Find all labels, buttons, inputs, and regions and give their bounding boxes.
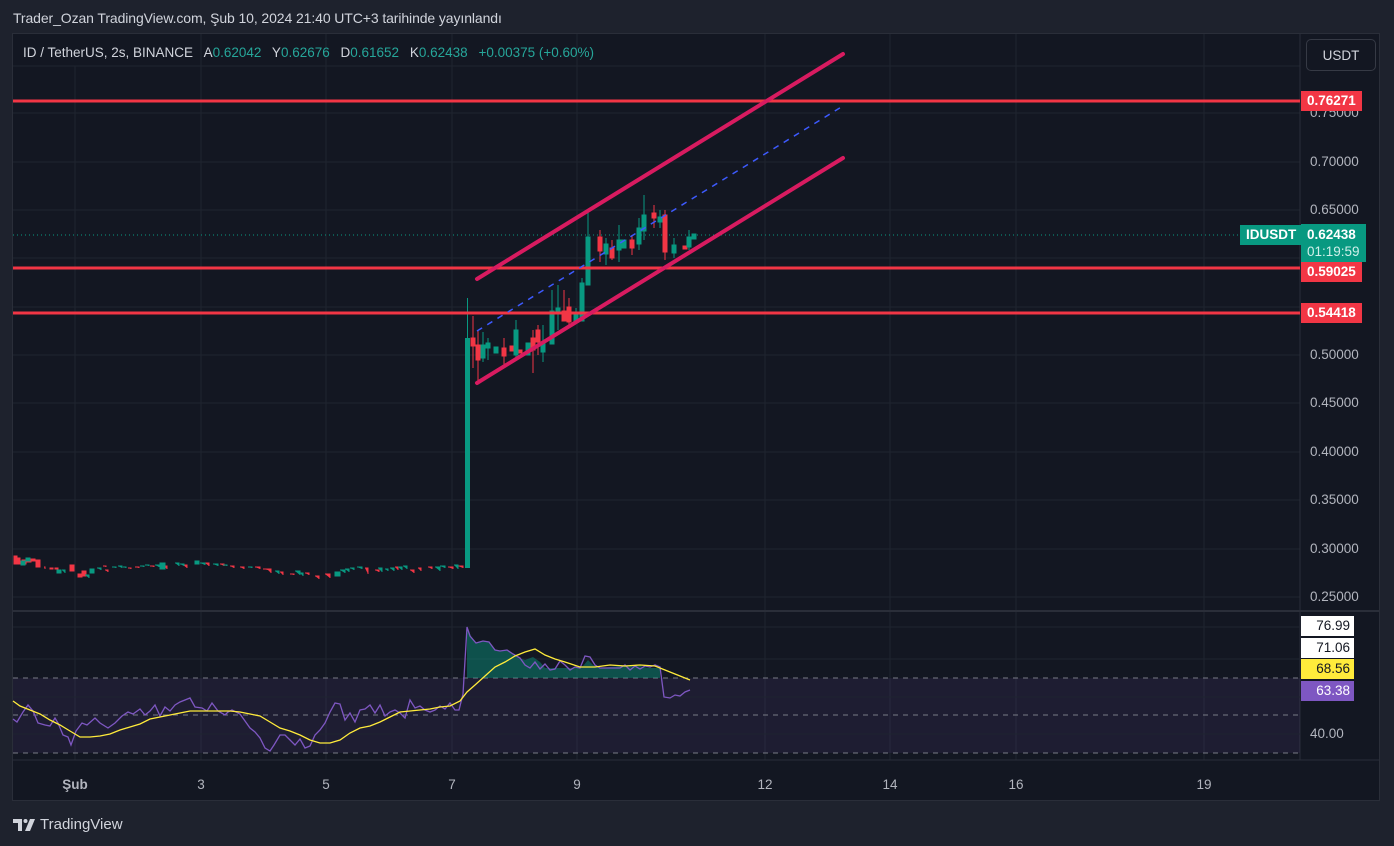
close-value: 0.62438 xyxy=(418,45,468,60)
candles-flat xyxy=(13,555,464,579)
level-tag-0.76271: 0.76271 xyxy=(1301,91,1362,111)
candles-channel xyxy=(470,195,697,384)
price-tick: 0.50000 xyxy=(1310,347,1359,362)
price-tick: 0.70000 xyxy=(1310,154,1359,169)
bar-countdown: 01:19:59 xyxy=(1307,244,1360,259)
price-tick: 0.30000 xyxy=(1310,541,1359,556)
change-value: +0.00375 (+0.60%) xyxy=(478,45,595,60)
time-label: 3 xyxy=(197,777,205,792)
close-label: K xyxy=(409,45,419,60)
time-label: 14 xyxy=(882,777,898,792)
rsi-tag-upper: 76.99 xyxy=(1301,616,1354,636)
tradingview-logo[interactable]: TradingView xyxy=(13,816,123,833)
low-label: D xyxy=(340,45,351,60)
currency-button[interactable]: USDT xyxy=(1306,39,1376,71)
rsi-ma-tag: 68.56 xyxy=(1301,659,1354,679)
level-tag-0.54418: 0.54418 xyxy=(1301,303,1362,323)
price-tick: 0.25000 xyxy=(1310,589,1359,604)
symbol-name: ID / TetherUS, 2s, BINANCE xyxy=(23,45,194,60)
price-tick: 0.45000 xyxy=(1310,395,1359,410)
published-title: Trader_Ozan TradingView.com, Şub 10, 202… xyxy=(13,10,502,26)
channel-lower-line xyxy=(475,156,845,385)
time-label: 16 xyxy=(1008,777,1024,792)
chart-frame[interactable] xyxy=(12,33,1380,801)
rsi-line xyxy=(12,626,691,752)
price-tick: 0.40000 xyxy=(1310,444,1359,459)
tradingview-brand: TradingView xyxy=(40,816,123,833)
high-value: 0.62676 xyxy=(280,45,330,60)
price-grid xyxy=(13,34,1300,760)
rsi-ma-line xyxy=(12,648,691,744)
time-label: 19 xyxy=(1196,777,1212,792)
channel-upper-line xyxy=(475,52,845,281)
last-price-tag: 0.62438 01:19:59 xyxy=(1301,224,1366,262)
high-label: Y xyxy=(271,45,281,60)
rsi-overbought-fill xyxy=(467,627,660,678)
time-label: 12 xyxy=(757,777,773,792)
pump-candle xyxy=(465,338,470,568)
rsi-tick: 40.00 xyxy=(1310,726,1344,741)
time-label: 9 xyxy=(573,777,581,792)
price-tick: 0.35000 xyxy=(1310,492,1359,507)
time-label: Şub xyxy=(62,777,88,792)
level-tag-0.59025: 0.59025 xyxy=(1301,262,1362,282)
last-price: 0.62438 xyxy=(1307,227,1356,242)
price-tick: 0.65000 xyxy=(1310,202,1359,217)
low-value: 0.61652 xyxy=(350,45,400,60)
rsi-value-tag: 63.38 xyxy=(1301,681,1354,701)
symbol-tag: IDUSDT xyxy=(1240,225,1303,245)
time-label: 7 xyxy=(448,777,456,792)
open-label: A xyxy=(203,45,213,60)
open-value: 0.62042 xyxy=(212,45,262,60)
time-label: 5 xyxy=(322,777,330,792)
rsi-tag-lower: 71.06 xyxy=(1301,638,1354,658)
tradingview-logo-icon xyxy=(13,818,35,831)
symbol-legend: ID / TetherUS, 2s, BINANCE A0.62042 Y0.6… xyxy=(23,45,594,60)
